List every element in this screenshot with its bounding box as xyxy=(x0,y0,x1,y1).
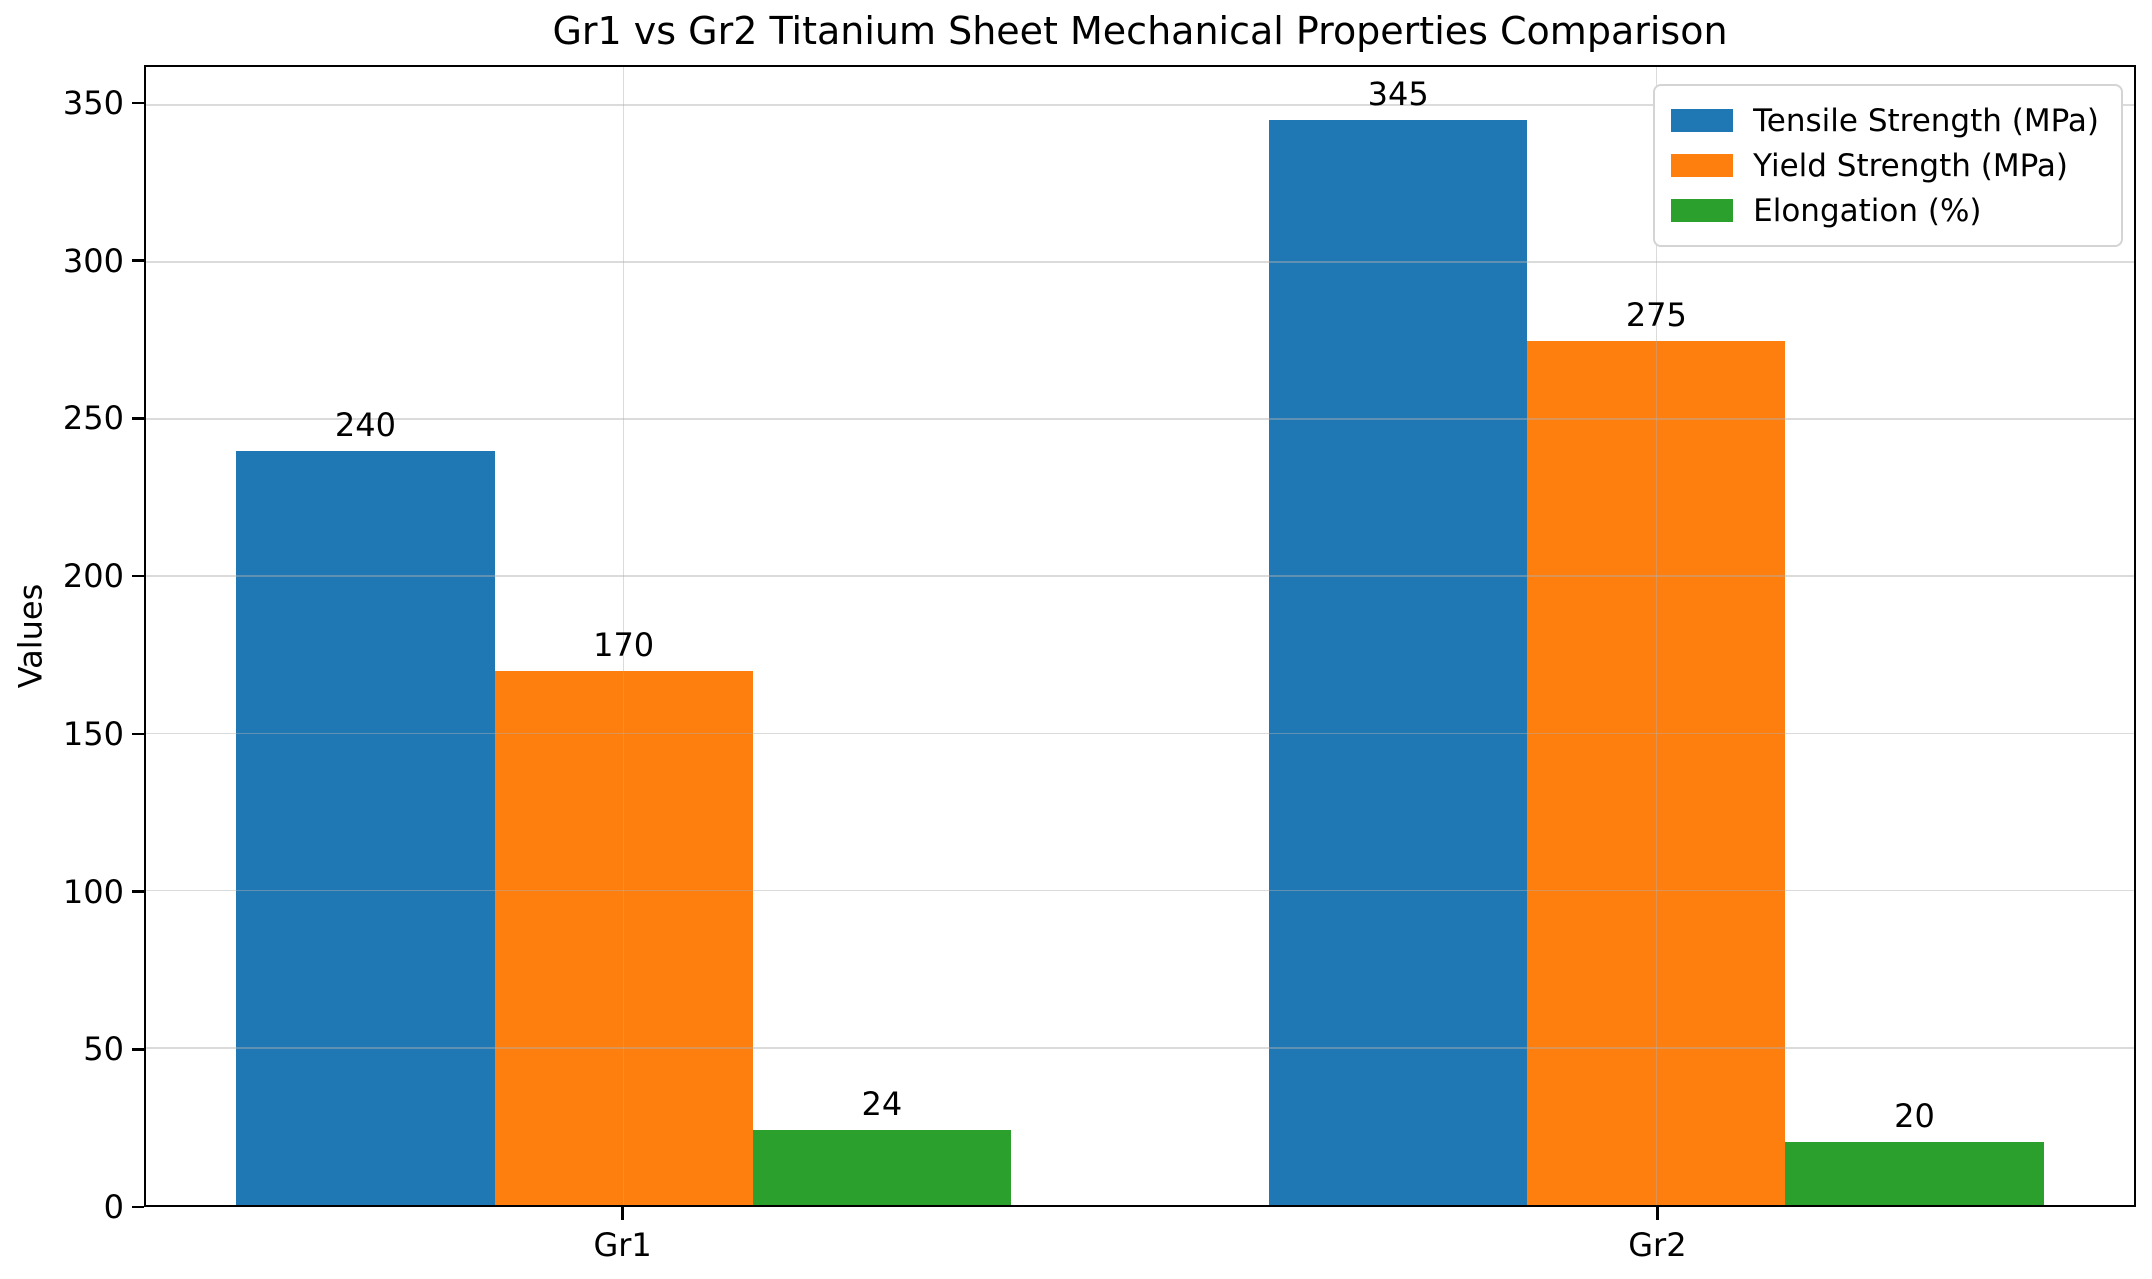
bar-tensile-strength-mpa-gr1 xyxy=(236,450,495,1205)
legend-label: Yield Strength (MPa) xyxy=(1753,147,2068,184)
gridline-horizontal xyxy=(146,889,2134,892)
y-tick-mark xyxy=(132,101,144,105)
bar-yield-strength-mpa-gr2 xyxy=(1527,340,1786,1205)
y-tick-label: 50 xyxy=(83,1030,124,1069)
y-tick-label: 100 xyxy=(62,872,124,911)
bar-value-label: 345 xyxy=(1367,75,1429,114)
y-tick-label: 250 xyxy=(62,399,124,438)
legend-label: Elongation (%) xyxy=(1753,192,1982,229)
x-tick-label: Gr1 xyxy=(593,1226,652,1264)
gridline-horizontal xyxy=(146,418,2134,420)
bar-value-label: 170 xyxy=(593,625,655,664)
legend-swatch-icon xyxy=(1671,199,1734,222)
y-tick-mark xyxy=(132,417,144,420)
bar-value-label: 240 xyxy=(334,405,396,444)
y-tick-label: 200 xyxy=(62,557,124,596)
x-tick-mark xyxy=(621,1207,624,1220)
bar-elongation-gr2 xyxy=(1785,1142,2044,1205)
legend-swatch-icon xyxy=(1671,109,1734,132)
y-tick-mark xyxy=(132,1048,144,1051)
x-tick-label: Gr2 xyxy=(1628,1226,1687,1264)
bar-value-label: 20 xyxy=(1894,1097,1935,1136)
bar-value-label: 275 xyxy=(1625,295,1687,334)
x-tick-mark xyxy=(1656,1207,1659,1220)
legend: Tensile Strength (MPa) Yield Strength (MP… xyxy=(1653,84,2123,247)
y-axis-label: Values xyxy=(11,583,50,689)
y-tick-mark xyxy=(132,574,144,578)
bar-value-label: 24 xyxy=(861,1084,903,1123)
y-tick-label: 350 xyxy=(62,83,124,122)
bar-yield-strength-mpa-gr1 xyxy=(494,670,753,1205)
bar-tensile-strength-mpa-gr2 xyxy=(1269,120,1528,1205)
legend-item: Elongation (%) xyxy=(1671,188,2099,233)
y-tick-mark xyxy=(132,890,144,893)
y-tick-label: 0 xyxy=(103,1188,124,1226)
chart-title: Gr1 vs Gr2 Titanium Sheet Mechanical Pro… xyxy=(552,9,1728,53)
y-tick-label: 150 xyxy=(62,714,124,753)
gridline-horizontal xyxy=(146,575,2134,578)
legend-label: Tensile Strength (MPa) xyxy=(1753,102,2099,139)
gridline-horizontal xyxy=(146,1047,2134,1049)
y-tick-mark xyxy=(132,1205,144,1209)
legend-item: Yield Strength (MPa) xyxy=(1671,143,2099,188)
gridline-horizontal xyxy=(146,732,2134,735)
y-tick-label: 300 xyxy=(62,241,124,280)
legend-item: Tensile Strength (MPa) xyxy=(1671,98,2099,143)
y-tick-mark xyxy=(132,259,144,262)
gridline-vertical xyxy=(622,67,625,1205)
plot-area: 240 345 170 275 24 20 Tensile Strength (MPa) Y… xyxy=(144,65,2136,1207)
bar-elongation-gr1 xyxy=(752,1129,1011,1205)
legend-swatch-icon xyxy=(1671,154,1734,177)
y-tick-mark xyxy=(132,732,144,736)
gridline-horizontal xyxy=(146,261,2134,263)
